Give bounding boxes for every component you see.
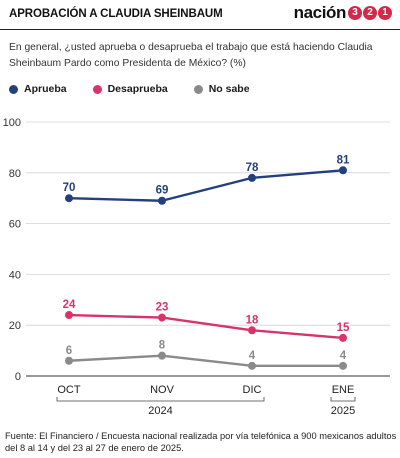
x-tick-label: OCT <box>57 384 81 396</box>
legend-label-desaprueba: Desaprueba <box>107 83 168 95</box>
data-point <box>65 356 73 365</box>
y-tick-label: 60 <box>9 219 21 231</box>
data-label: 24 <box>63 299 76 311</box>
data-label: 4 <box>340 350 347 362</box>
legend-dot-aprueba <box>9 84 18 94</box>
legend-item-no-sabe: No sabe <box>193 83 250 95</box>
year-label: 2025 <box>331 405 355 417</box>
y-tick-label: 40 <box>9 269 21 281</box>
brand-digit-1: 3 <box>348 6 362 20</box>
survey-question: En general, ¿usted aprueba o desaprueba … <box>9 42 373 69</box>
data-label: 15 <box>337 322 350 334</box>
x-tick-label: DIC <box>243 384 262 396</box>
data-label: 69 <box>156 185 169 197</box>
year-bracket <box>56 397 265 402</box>
legend-label-aprueba: Aprueba <box>24 83 67 95</box>
data-point <box>248 361 256 370</box>
data-label: 23 <box>156 302 169 314</box>
series-line-2 <box>68 354 343 368</box>
data-point <box>158 351 166 360</box>
data-point <box>158 196 166 205</box>
x-tick-label: ENE <box>332 384 355 396</box>
data-point <box>248 326 256 335</box>
data-label: 8 <box>159 340 166 352</box>
legend-item-aprueba: Aprueba <box>9 83 67 95</box>
y-tick-label: 80 <box>9 168 21 180</box>
brand-logo: nación 3 2 1 <box>294 3 392 23</box>
legend-item-desaprueba: Desaprueba <box>92 83 168 95</box>
header: APROBACIÓN A CLAUDIA SHEINBAUM nación 3 … <box>0 0 400 30</box>
chart-title: APROBACIÓN A CLAUDIA SHEINBAUM <box>9 8 223 20</box>
brand-digit-3: 1 <box>378 6 392 20</box>
data-point <box>339 333 347 342</box>
series-line-0 <box>68 169 344 202</box>
y-tick-label: 100 <box>3 117 21 129</box>
series-line-1 <box>68 313 344 340</box>
source-note: Fuente: El Financiero / Encuesta naciona… <box>5 431 397 453</box>
brand-word: nación <box>293 3 347 22</box>
legend: Aprueba Desaprueba No sabe <box>9 82 276 96</box>
data-point <box>339 166 347 175</box>
brand-digit-2: 2 <box>363 6 377 20</box>
data-point <box>248 173 256 182</box>
year-bracket <box>330 397 356 402</box>
data-point <box>339 361 347 370</box>
data-label: 70 <box>63 182 76 194</box>
legend-dot-desaprueba <box>92 84 102 94</box>
data-label: 18 <box>246 314 259 326</box>
year-label: 2024 <box>148 405 172 417</box>
data-label: 4 <box>249 350 256 362</box>
data-point <box>65 194 73 203</box>
legend-dot-no-sabe <box>193 84 203 94</box>
data-label: 81 <box>337 154 350 166</box>
data-label: 6 <box>66 345 72 357</box>
x-tick-label: NOV <box>150 384 175 396</box>
legend-label-no-sabe: No sabe <box>208 83 250 95</box>
y-tick-label: 0 <box>15 371 21 383</box>
data-label: 78 <box>246 162 259 174</box>
y-tick-label: 20 <box>9 320 21 332</box>
data-point <box>65 311 73 320</box>
header-rule <box>0 29 400 30</box>
data-point <box>158 313 166 322</box>
